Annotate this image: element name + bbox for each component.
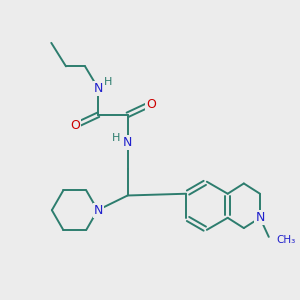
Text: O: O [70,118,80,132]
Text: N: N [255,211,265,224]
Text: N: N [94,204,103,217]
Text: N: N [94,82,103,95]
Text: N: N [123,136,132,149]
Text: H: H [103,77,112,87]
Text: H: H [112,133,121,143]
Text: O: O [146,98,156,111]
Text: CH₃: CH₃ [276,235,296,245]
